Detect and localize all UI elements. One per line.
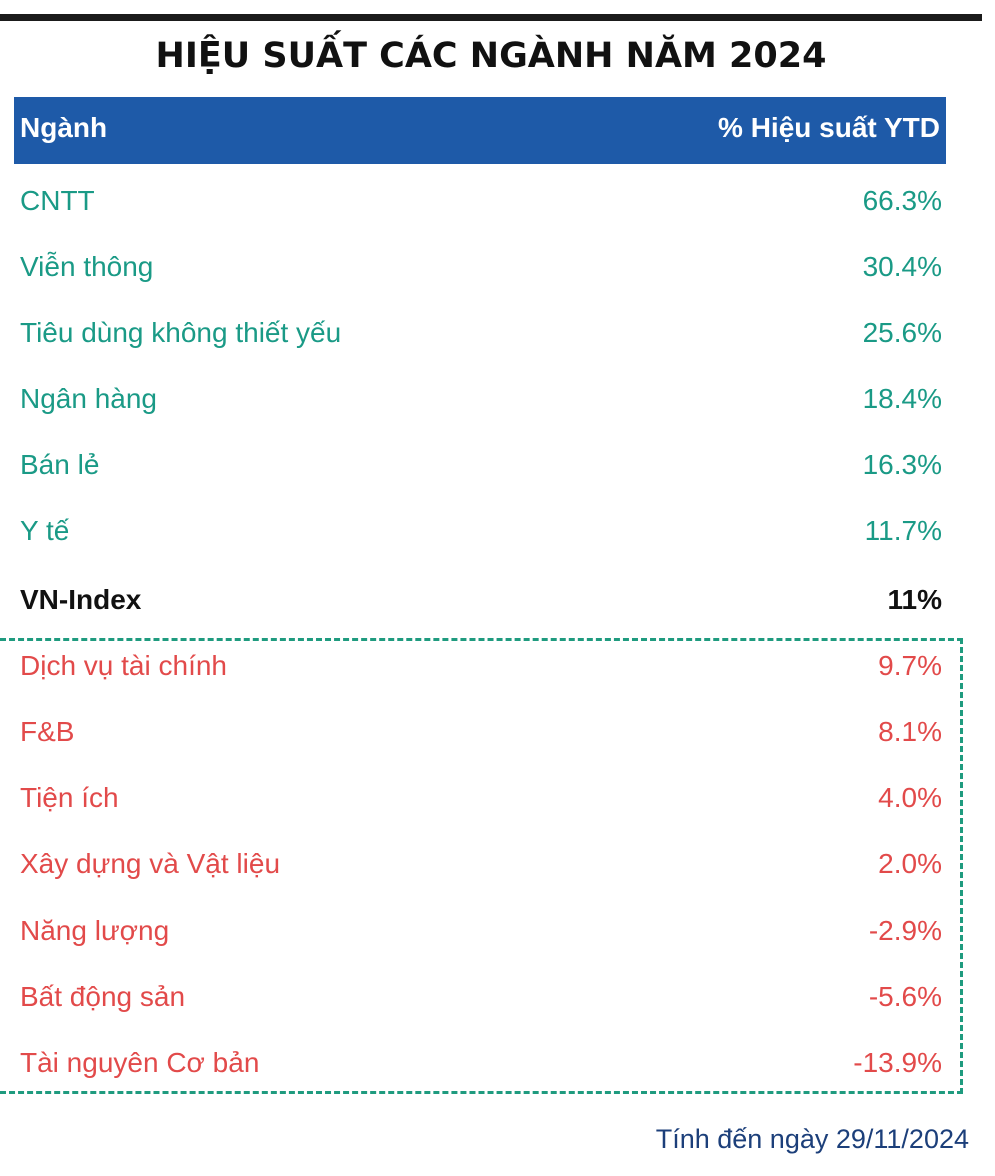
table-row: Tiêu dùng không thiết yếu 25.6% [14,300,944,366]
table-row: Y tế 11.7% [14,498,944,564]
table-header: Ngành % Hiệu suất YTD [14,97,946,164]
sector-label: Xây dựng và Vật liệu [20,848,281,879]
table-row: Tài nguyên Cơ bản -13.9% [14,1030,944,1096]
sector-value: 16.3% [862,449,942,480]
sector-value: 66.3% [862,185,942,216]
table-row: Xây dựng và Vật liệu 2.0% [14,831,944,897]
sector-label: VN-Index [20,584,142,615]
sector-label: Tài nguyên Cơ bản [20,1047,260,1078]
sector-label: F&B [20,716,75,747]
as-of-date-note: Tính đến ngày 29/11/2024 [655,1124,969,1154]
sector-label: Năng lượng [20,915,170,946]
table-row: Tiện ích 4.0% [14,765,944,831]
table-row: Viễn thông 30.4% [14,234,944,300]
sector-value: 2.0% [878,848,942,879]
table-row: Bất động sản -5.6% [14,964,944,1030]
table-row: Bán lẻ 16.3% [14,432,944,498]
table-row: Ngân hàng 18.4% [14,366,944,432]
sector-label: Dịch vụ tài chính [20,650,227,681]
sector-label: Viễn thông [20,251,154,282]
sector-label: Y tế [20,515,70,546]
table-row: F&B 8.1% [14,699,944,765]
table-row: CNTT 66.3% [14,168,944,234]
sector-value: 9.7% [878,650,942,681]
sector-value: -13.9% [853,1047,942,1078]
sector-label: Bất động sản [20,981,186,1012]
sector-label: Tiêu dùng không thiết yếu [20,317,342,348]
header-ytd: % Hiệu suất YTD [718,112,940,143]
chart-title: HIỆU SUẤT CÁC NGÀNH NĂM 2024 [155,36,827,76]
sector-value: 8.1% [878,716,942,747]
header-sector: Ngành [20,112,108,143]
sector-label: CNTT [20,185,95,216]
sector-value: 25.6% [862,317,942,348]
underperform-highlight-box [0,638,963,1094]
sector-value: 30.4% [862,251,942,282]
sector-label: Ngân hàng [20,383,158,414]
top-rule [0,14,982,21]
sector-value: 4.0% [878,782,942,813]
sector-value: -5.6% [868,981,942,1012]
table-row: Năng lượng -2.9% [14,898,944,964]
sector-label: Bán lẻ [20,449,100,480]
sector-value: 11.7% [864,515,942,546]
table-row-benchmark: VN-Index 11% [14,567,944,633]
sector-value: 18.4% [862,383,942,414]
sector-value: -2.9% [868,915,942,946]
sector-value: 11% [887,584,943,615]
sector-label: Tiện ích [20,782,119,813]
table-row: Dịch vụ tài chính 9.7% [14,633,944,699]
